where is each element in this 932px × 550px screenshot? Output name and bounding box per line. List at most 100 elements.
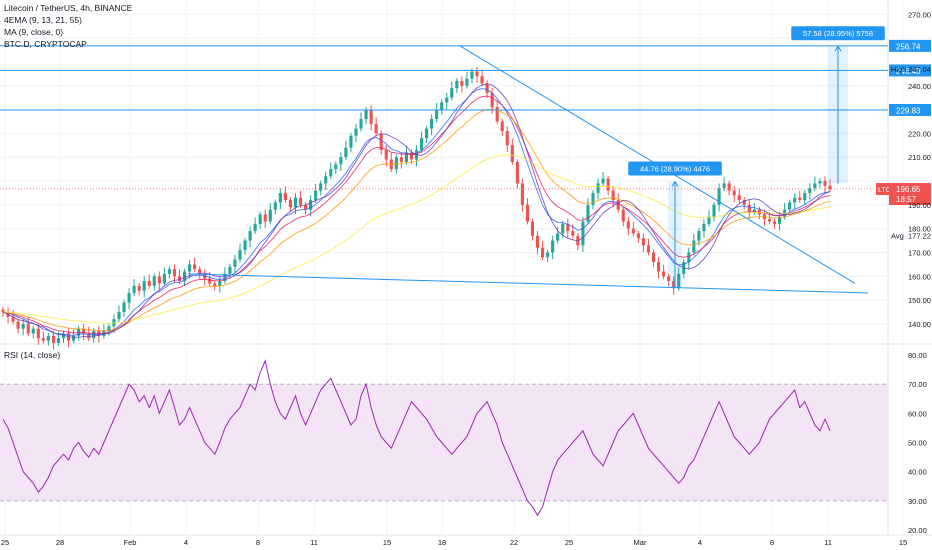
candle-body (288, 200, 292, 208)
price-label-bg (889, 183, 931, 206)
high-label: High (891, 65, 906, 74)
candle-body (520, 183, 524, 205)
y-tick-label: 160.00 (908, 272, 931, 281)
candle-body (465, 78, 469, 86)
level-label-bg (889, 64, 931, 77)
candle-body (92, 331, 96, 339)
measure-1-label: 44.76 (28.90%) 4476 (640, 165, 710, 174)
candle-body (803, 192, 807, 201)
candle-body (394, 157, 398, 170)
candle-body (651, 252, 656, 263)
candle-body (546, 252, 550, 258)
x-tick-label: 15 (899, 538, 907, 547)
candle-body (51, 335, 55, 343)
candle-body (798, 197, 802, 201)
candle-body (732, 190, 736, 196)
rsi-band (0, 384, 888, 501)
candle-body (646, 245, 651, 253)
rsi-line (2, 359, 831, 517)
candle-body (793, 197, 797, 203)
candle-body (122, 302, 126, 313)
candle-body (233, 259, 237, 267)
y-tick-label: 140.00 (908, 320, 931, 329)
candle-body (324, 176, 328, 184)
candle-body (258, 214, 262, 224)
candle-body (303, 204, 308, 210)
candle-body (127, 292, 131, 303)
candle-body (475, 71, 479, 77)
candle-body (697, 231, 701, 241)
candle-body (142, 281, 146, 291)
candle-body (525, 204, 530, 222)
candle-body (692, 240, 696, 253)
rsi-tick-label: 70.00 (908, 380, 927, 389)
measure-1-arrowhead (671, 180, 679, 187)
candle-body (808, 188, 812, 193)
candle-body (752, 209, 756, 212)
candle-body (435, 109, 439, 120)
rsi-tick-label: 80.00 (908, 351, 927, 360)
candle-body (581, 221, 585, 246)
candle-body (26, 323, 30, 334)
candle-body (621, 209, 625, 222)
candle-body (334, 164, 338, 170)
candle-body (601, 178, 605, 184)
candle-body (737, 195, 741, 201)
candle-body (147, 281, 151, 286)
x-tick-label: 11 (824, 538, 832, 547)
candle-body (626, 221, 630, 229)
candle-body (314, 190, 318, 201)
candle-body (495, 107, 499, 122)
candle-body (298, 197, 303, 205)
rsi-tick-label: 40.00 (908, 468, 927, 477)
candle-body (107, 326, 111, 332)
candle-body (162, 273, 166, 284)
avg-label: Avg (891, 231, 904, 240)
ema-9-line (2, 88, 831, 336)
candle-body (41, 338, 45, 341)
measure-2-label: 57.58 (28.95%) 5758 (803, 29, 873, 38)
legend-ma: MA (9, close, 0) (4, 27, 64, 37)
candle-body (208, 278, 212, 284)
candle-body (46, 335, 50, 341)
candle-body (470, 71, 474, 79)
candle-body (293, 197, 298, 208)
candle-body (535, 235, 540, 248)
candle-body (571, 231, 575, 236)
candle-body (82, 328, 86, 334)
candle-body (641, 238, 645, 246)
y-tick-label: 210.00 (908, 153, 931, 162)
measure-2-label-bg (791, 26, 885, 41)
rsi-tick-label: 50.00 (908, 439, 927, 448)
rsi-tick-label: 60.00 (908, 409, 927, 418)
candle-body (36, 328, 40, 339)
candle-body (772, 221, 777, 224)
candle-body (369, 109, 373, 124)
candle-body (490, 92, 494, 108)
candle-body (767, 219, 772, 222)
candle-body (379, 133, 383, 151)
candle-body (717, 188, 721, 205)
candle-body (228, 266, 232, 274)
candle-body (374, 123, 378, 134)
candle-body (238, 250, 242, 260)
level-label-bg (889, 39, 931, 52)
candle-body (606, 178, 610, 191)
x-tick-label: Mar (634, 538, 647, 547)
candle-body (177, 276, 182, 282)
candle-body (182, 271, 187, 282)
legend-title: Litecoin / TetherUS, 4h, BINANCE (4, 3, 133, 13)
candle-body (339, 157, 343, 165)
candle-body (445, 97, 449, 103)
ema-55-line (2, 154, 831, 324)
candle-body (505, 131, 509, 146)
candle-body (198, 269, 202, 274)
candle-body (248, 231, 252, 241)
measure-2-arrowhead (834, 45, 842, 52)
x-tick-label: 28 (56, 538, 64, 547)
candle-body (399, 157, 403, 162)
x-tick-label: 18 (438, 538, 446, 547)
candle-body (61, 333, 66, 339)
candle-body (268, 209, 272, 222)
candle-body (778, 216, 782, 224)
